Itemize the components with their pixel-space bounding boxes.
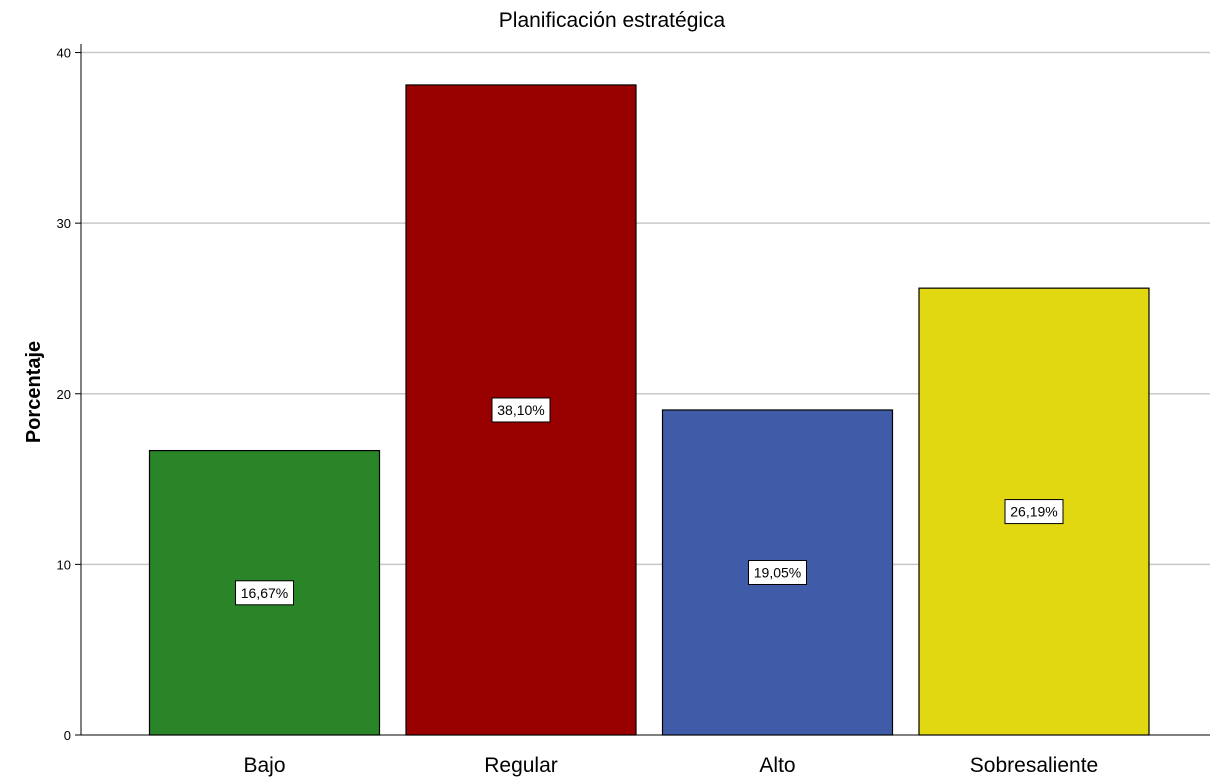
data-labels: 16,67% 38,10% 19,05% 26,19%	[235, 397, 1064, 606]
y-tick-label: 10	[57, 557, 71, 572]
y-axis-label: Porcentaje	[23, 341, 45, 443]
data-label-bajo: 16,67%	[241, 585, 288, 601]
data-label-box-alto	[748, 559, 807, 585]
y-tick-label: 0	[64, 728, 71, 743]
data-label-box-regular	[491, 397, 551, 423]
x-tick-label-sobresaliente: Sobresaliente	[970, 754, 1098, 777]
data-label-box-sobresaliente	[1004, 499, 1064, 525]
chart-title: Planificación estratégica	[499, 9, 726, 32]
y-tick-label: 20	[57, 387, 71, 402]
data-label-regular: 38,10%	[497, 402, 544, 418]
x-tick-label-alto: Alto	[759, 754, 795, 777]
data-label-box-bajo	[235, 580, 294, 606]
axes: 0 10 20 30 40 Bajo Regular Alto Sobresaliente	[57, 44, 1210, 777]
data-label-alto: 19,05%	[754, 564, 801, 580]
x-tick-label-bajo: Bajo	[243, 754, 285, 777]
y-tick-label: 30	[57, 216, 71, 231]
x-tick-label-regular: Regular	[484, 754, 558, 777]
data-label-sobresaliente: 26,19%	[1010, 504, 1057, 520]
bars	[148, 84, 1150, 736]
y-tick-label: 40	[57, 46, 71, 61]
